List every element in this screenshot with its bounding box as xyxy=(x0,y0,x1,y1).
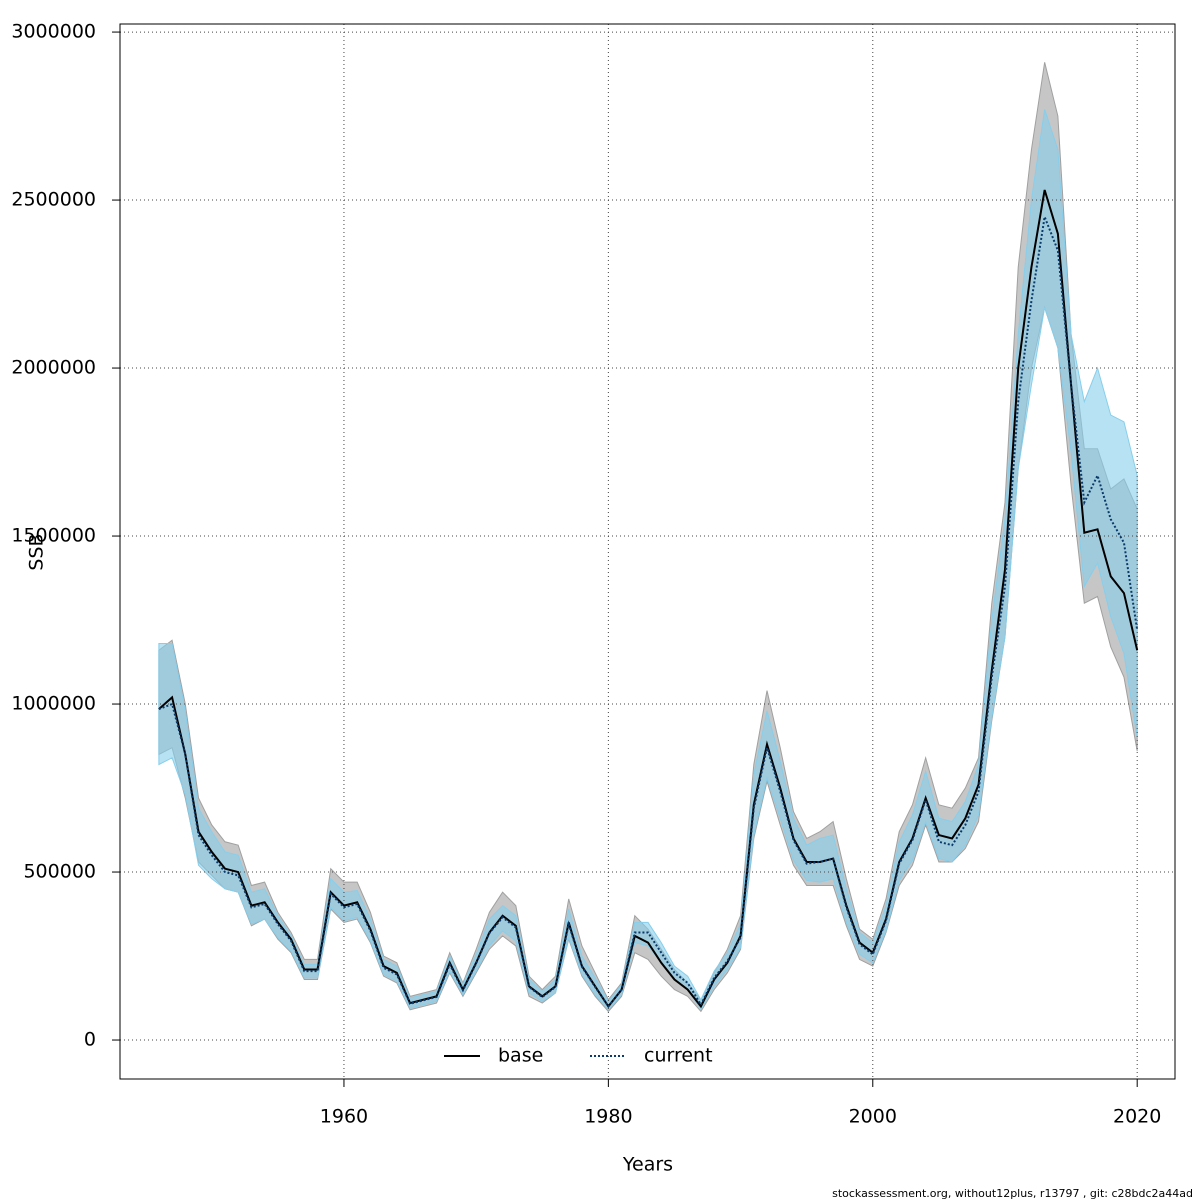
x-tick-label: 2000 xyxy=(849,1106,897,1128)
y-axis-label: SSB xyxy=(26,533,48,570)
y-tick-label: 3000000 xyxy=(11,21,96,43)
y-tick-label: 2000000 xyxy=(11,357,96,379)
x-tick-label: 2020 xyxy=(1113,1106,1161,1128)
y-tick-label: 2500000 xyxy=(11,189,96,211)
line xyxy=(158,213,1139,1009)
y-tick-label: 1000000 xyxy=(11,693,96,715)
y-tick-label: 0 xyxy=(84,1029,96,1051)
legend-label: current xyxy=(644,1045,713,1067)
x-tick-label: 1980 xyxy=(584,1106,632,1128)
y-tick-label: 500000 xyxy=(23,861,96,883)
legend-label: base xyxy=(498,1045,543,1067)
footer: stockassessment.org, without12plus, r137… xyxy=(832,1187,1193,1200)
plot-frame xyxy=(119,23,1176,1080)
x-tick-label: 1960 xyxy=(320,1106,368,1128)
y-tick-label: 1500000 xyxy=(11,525,96,547)
confidence-band xyxy=(158,109,1138,1011)
line xyxy=(158,189,1139,1009)
confidence-band xyxy=(158,62,1138,1013)
x-axis-label: Years xyxy=(622,1154,673,1176)
